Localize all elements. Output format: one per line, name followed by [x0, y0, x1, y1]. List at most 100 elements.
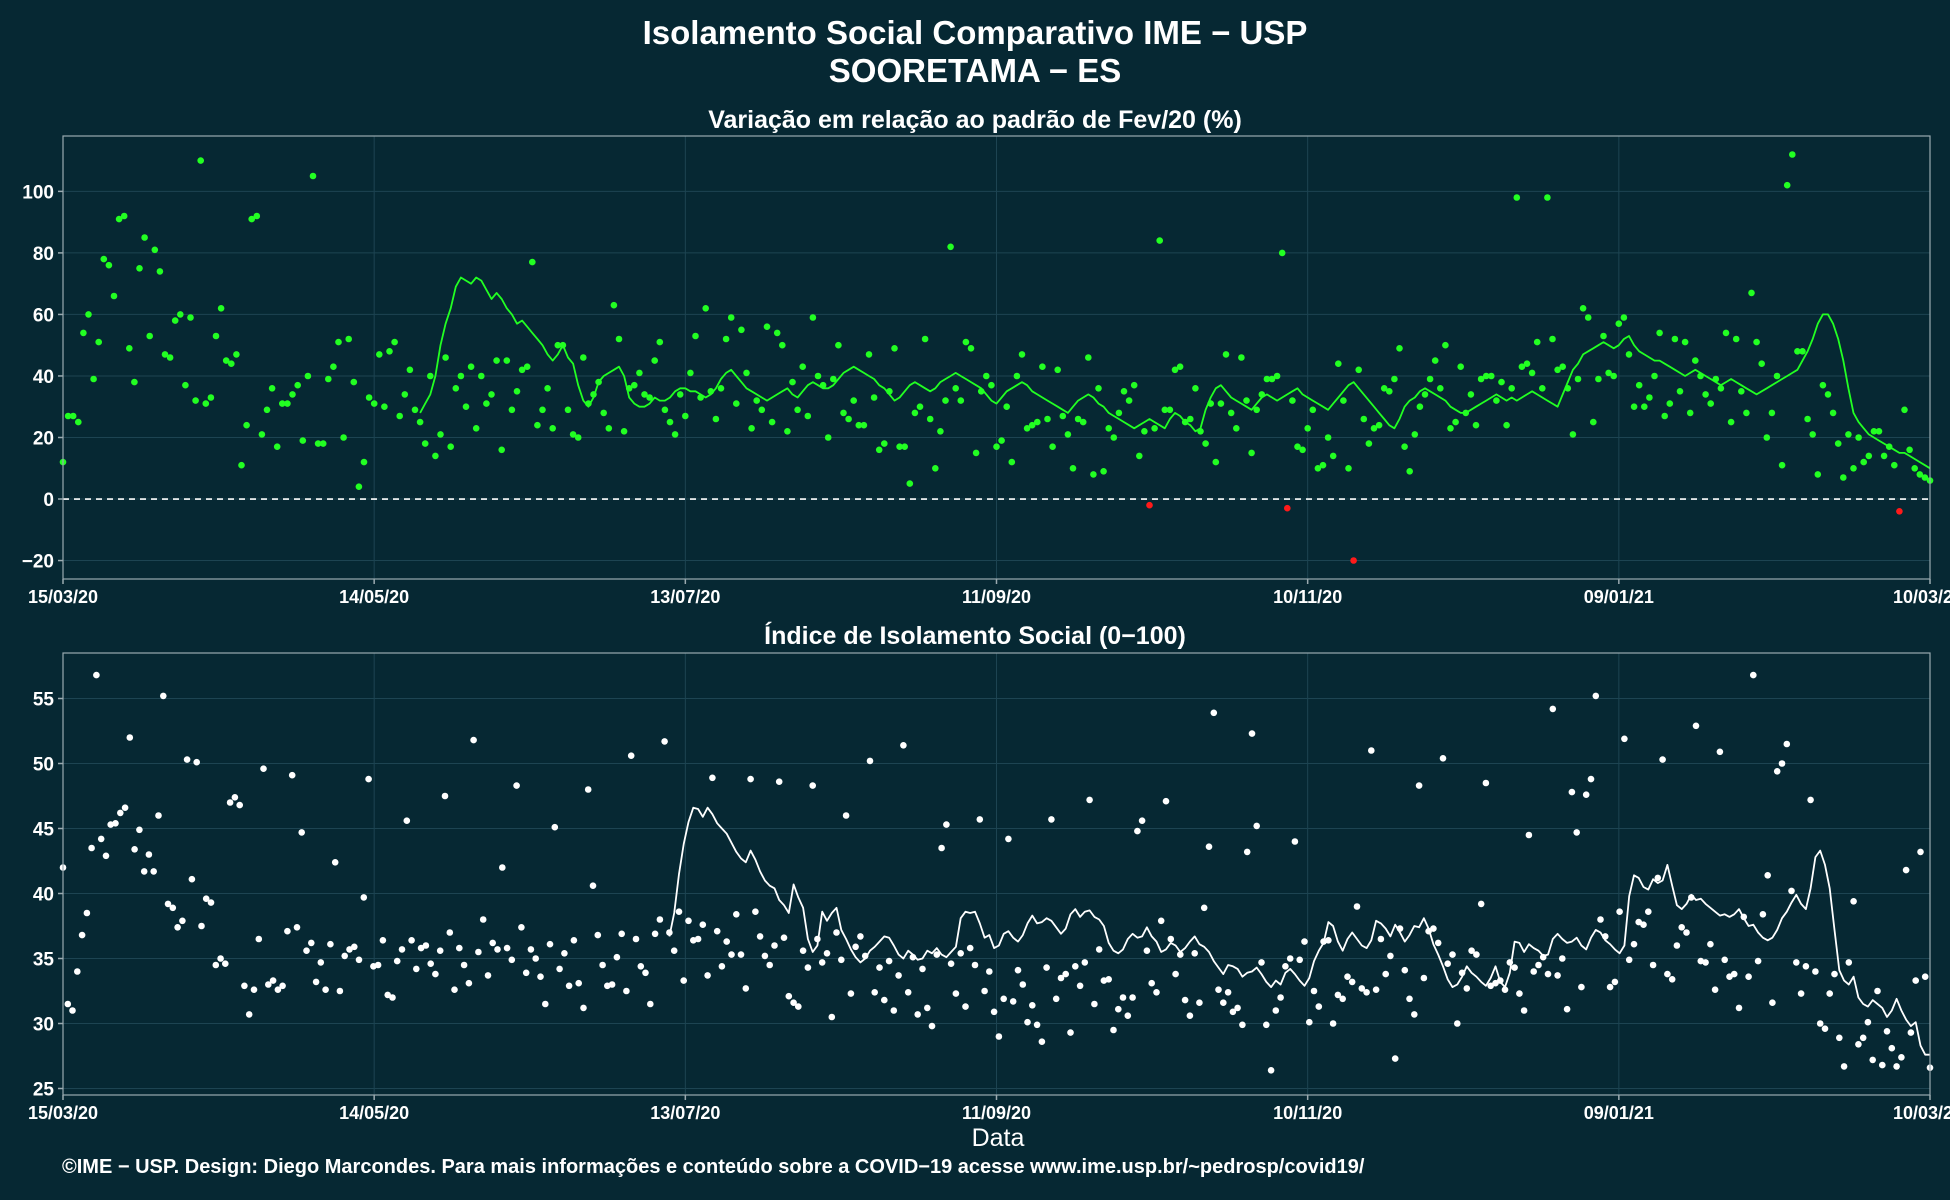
data-point	[1200, 904, 1208, 912]
data-point	[942, 397, 949, 404]
data-point	[866, 757, 874, 765]
data-point	[1277, 994, 1284, 1001]
variation-panel: Variação em relação ao padrão de Fev/20 …	[22, 106, 1950, 607]
data-point	[1344, 973, 1351, 980]
data-point	[1081, 959, 1089, 966]
data-point	[1773, 372, 1781, 380]
data-point	[847, 990, 855, 997]
data-point	[401, 391, 409, 398]
data-point	[274, 986, 282, 993]
data-point	[308, 939, 315, 947]
data-point	[1420, 974, 1428, 982]
data-point	[569, 431, 577, 438]
data-point	[1602, 933, 1609, 940]
data-point	[422, 942, 430, 949]
data-point	[692, 332, 699, 340]
data-point	[330, 363, 337, 371]
data-point	[1840, 474, 1847, 481]
data-point	[1039, 363, 1046, 371]
data-point	[1707, 940, 1714, 948]
data-point	[549, 425, 556, 432]
data-point	[478, 372, 485, 380]
data-point	[637, 963, 645, 970]
x-tick-label: 15/03/20	[28, 587, 98, 607]
data-point	[761, 952, 769, 960]
data-point	[269, 977, 277, 984]
data-point	[121, 804, 129, 811]
data-point	[319, 440, 327, 447]
data-point	[1493, 397, 1500, 404]
data-point	[718, 963, 726, 970]
data-point	[995, 1033, 1003, 1040]
data-point	[1019, 981, 1027, 988]
data-point	[1222, 351, 1230, 358]
data-point	[1549, 705, 1557, 713]
data-point	[243, 421, 250, 429]
data-point	[790, 999, 797, 1006]
data-point	[391, 338, 398, 346]
data-point	[914, 1011, 921, 1018]
data-point	[747, 775, 754, 783]
data-point	[712, 415, 720, 423]
data-point	[1921, 474, 1929, 481]
data-point	[625, 385, 633, 392]
data-point	[906, 480, 914, 487]
data-point	[1816, 1020, 1824, 1027]
data-point	[403, 817, 411, 824]
data-point	[713, 927, 721, 935]
data-point	[694, 935, 702, 943]
data-point	[840, 409, 847, 417]
data-point	[1528, 369, 1536, 377]
data-point	[565, 982, 573, 990]
data-point	[699, 921, 707, 928]
data-point	[233, 351, 240, 358]
index-gridlines	[62, 653, 1931, 1095]
y-tick-label: 55	[33, 690, 55, 711]
data-point	[183, 756, 191, 763]
data-point	[584, 786, 592, 793]
data-point	[671, 431, 679, 438]
data-point	[317, 959, 325, 966]
data-point	[911, 409, 919, 417]
data-point	[1707, 400, 1714, 407]
data-point	[789, 378, 796, 386]
data-point	[1064, 431, 1072, 438]
data-point	[1415, 782, 1423, 789]
data-point	[141, 234, 148, 241]
data-point	[651, 930, 659, 938]
data-point	[447, 443, 455, 451]
figure-subtitle: SOORETAMA − ES	[828, 52, 1122, 89]
data-point	[145, 851, 153, 858]
data-point	[1325, 937, 1332, 944]
data-point	[926, 415, 934, 423]
data-point	[742, 985, 750, 992]
data-point	[1100, 468, 1107, 475]
data-point	[972, 449, 980, 457]
data-point	[1625, 956, 1633, 964]
data-point	[1697, 372, 1704, 380]
data-point	[1605, 369, 1612, 377]
data-point	[1324, 434, 1332, 441]
data-point	[260, 765, 267, 772]
data-point	[513, 782, 520, 789]
data-point	[1439, 755, 1447, 762]
data-point	[1387, 952, 1394, 960]
data-point	[1319, 461, 1327, 469]
data-point	[1802, 963, 1810, 970]
data-point	[1273, 372, 1281, 380]
data-point	[842, 812, 850, 819]
data-point	[1606, 983, 1614, 991]
data-point	[585, 400, 592, 407]
data-point	[396, 412, 404, 420]
data-point	[85, 311, 92, 318]
data-point	[255, 935, 263, 943]
data-point	[350, 378, 358, 386]
data-point	[193, 758, 200, 766]
data-point	[1355, 366, 1362, 374]
data-point	[952, 990, 960, 997]
data-point	[164, 900, 172, 908]
data-point	[1134, 827, 1141, 835]
data-point	[299, 437, 307, 444]
data-point	[1508, 385, 1515, 392]
